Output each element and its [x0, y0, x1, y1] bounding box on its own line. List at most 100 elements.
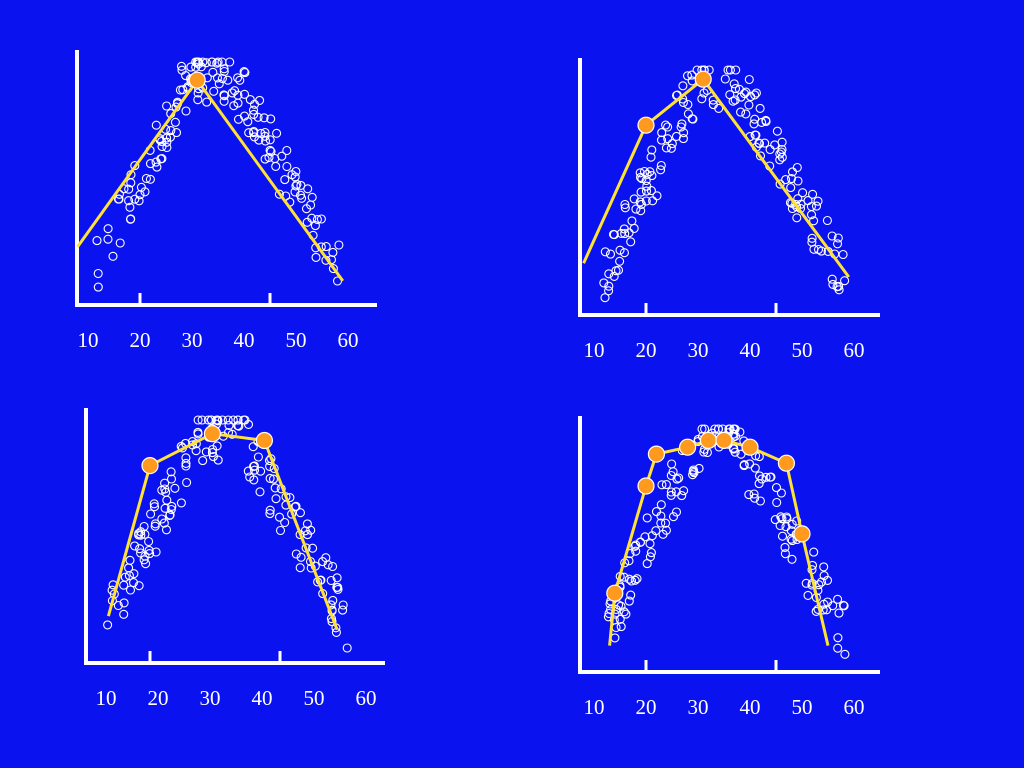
knot-point [741, 438, 759, 456]
data-point [162, 101, 172, 111]
data-point [833, 594, 843, 604]
knot-point [637, 477, 655, 495]
data-point [749, 119, 759, 129]
data-point [282, 145, 292, 156]
data-point [223, 75, 233, 85]
data-point [162, 142, 172, 153]
data-point [134, 581, 144, 591]
data-point [328, 595, 338, 605]
x-tick-label: 40 [252, 686, 273, 710]
x-tick-label: 10 [78, 328, 99, 352]
data-point [656, 511, 666, 521]
data-point [191, 446, 201, 456]
data-point [150, 521, 160, 531]
data-point [176, 61, 187, 71]
data-point [260, 127, 270, 138]
data-point [822, 575, 833, 585]
data-point [816, 246, 826, 256]
data-point [730, 95, 740, 105]
data-point [239, 89, 250, 99]
data-point [296, 552, 306, 562]
data-point [678, 81, 688, 91]
x-tick-label: 50 [792, 695, 813, 719]
data-point [599, 278, 609, 288]
data-point [647, 531, 657, 541]
data-point [219, 96, 229, 106]
data-point [119, 598, 129, 608]
data-point [126, 178, 136, 188]
data-point [159, 518, 169, 528]
data-point [308, 543, 318, 553]
data-point [624, 596, 634, 606]
data-point [255, 487, 265, 497]
data-point [600, 247, 610, 257]
data-point [194, 57, 204, 67]
data-point [645, 167, 655, 177]
data-point [157, 141, 167, 152]
data-point [228, 415, 238, 425]
data-point [274, 512, 285, 522]
data-point [725, 424, 735, 434]
data-point [663, 122, 673, 132]
data-point [170, 483, 180, 493]
data-point [227, 88, 237, 98]
data-point [739, 461, 749, 471]
knot-point [188, 71, 206, 89]
data-point [301, 204, 312, 214]
data-point [265, 509, 275, 519]
data-point [770, 140, 780, 150]
data-point [176, 498, 186, 508]
data-point [792, 162, 802, 173]
data-point [291, 501, 301, 511]
knot-point [793, 525, 811, 543]
data-point [239, 67, 249, 77]
data-point [725, 65, 735, 75]
data-point [734, 84, 744, 94]
data-point [792, 213, 802, 223]
x-tick-label: 50 [304, 686, 325, 710]
data-point [134, 528, 144, 539]
data-point [145, 174, 155, 184]
data-point [181, 106, 191, 116]
data-point [254, 135, 264, 145]
data-point [166, 126, 176, 136]
data-point [249, 461, 259, 471]
chart-panel-1: 10 20 30 40 50 60 [75, 50, 377, 352]
data-point [615, 614, 625, 624]
data-point [651, 507, 662, 517]
data-point [249, 465, 260, 475]
data-point [744, 100, 754, 110]
data-point [631, 204, 641, 214]
data-point [244, 128, 254, 138]
data-point [213, 455, 223, 465]
data-point [776, 488, 786, 498]
data-point [161, 525, 172, 535]
data-point [645, 552, 655, 562]
data-point [213, 57, 223, 67]
data-point [181, 458, 191, 468]
knot-point [141, 457, 159, 475]
data-point [646, 548, 656, 558]
data-point [616, 622, 626, 632]
data-point [239, 415, 249, 425]
data-point [145, 549, 155, 559]
data-point [206, 415, 216, 425]
data-point [280, 175, 290, 185]
data-point [167, 501, 177, 511]
x-tick-label: 40 [740, 338, 761, 362]
data-point [656, 518, 666, 528]
data-point [282, 161, 292, 172]
data-point [177, 65, 187, 75]
data-point [658, 529, 668, 539]
data-point [827, 231, 837, 241]
x-tick-label: 60 [338, 328, 359, 352]
data-point [688, 466, 698, 476]
data-point [265, 473, 275, 483]
data-point [271, 161, 281, 171]
data-point [720, 74, 730, 84]
data-point [801, 578, 811, 588]
data-point [113, 600, 123, 611]
data-point [103, 620, 113, 630]
data-point [816, 577, 827, 587]
